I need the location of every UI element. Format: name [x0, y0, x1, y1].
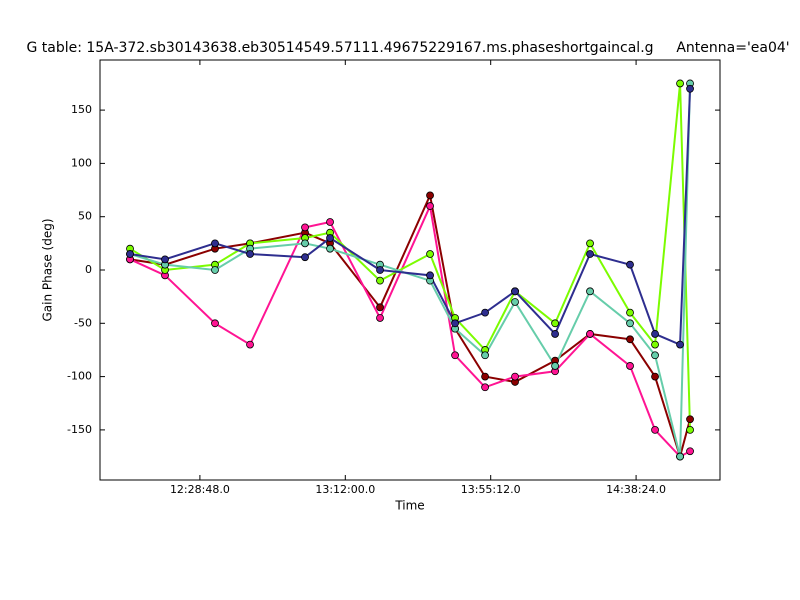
data-point: [376, 303, 384, 312]
data-point: [651, 330, 659, 338]
series-line: [129, 88, 692, 347]
data-point: [651, 372, 659, 381]
data-point: [686, 415, 694, 424]
data-point: [481, 308, 489, 317]
data-point: [481, 383, 489, 392]
data-point: [481, 351, 489, 360]
data-point: [376, 276, 384, 285]
data-point: [651, 340, 659, 349]
data-point: [686, 425, 694, 434]
data-point: [426, 191, 434, 200]
data-point: [676, 340, 684, 349]
data-point: [626, 335, 634, 344]
data-point: [301, 253, 309, 262]
data-point: [626, 308, 634, 317]
series-line: [129, 83, 692, 430]
data-point: [211, 239, 219, 248]
data-point: [586, 330, 594, 338]
x-tick-label: 12:28:48.0: [170, 483, 230, 496]
data-point: [326, 234, 334, 242]
data-point: [246, 250, 254, 258]
data-point: [481, 372, 489, 381]
data-point: [686, 84, 694, 93]
data-point: [376, 314, 384, 322]
data-point: [246, 340, 254, 349]
data-point: [426, 271, 434, 280]
data-point: [626, 362, 634, 370]
y-tick-label: -100: [67, 370, 92, 383]
data-point: [326, 244, 334, 253]
data-point: [511, 287, 519, 296]
data-point: [126, 250, 134, 258]
data-point: [301, 223, 309, 232]
y-tick-label: -150: [67, 423, 92, 436]
data-point: [686, 447, 694, 456]
data-point: [326, 218, 334, 226]
data-point: [551, 362, 559, 370]
data-point: [511, 372, 519, 381]
y-tick-label: 100: [71, 156, 92, 169]
data-point: [301, 239, 309, 248]
y-tick-label: 50: [78, 210, 92, 223]
data-point: [651, 351, 659, 360]
annotation: Antenna='ea04': [676, 40, 789, 56]
y-axis-label: Gain Phase (deg): [41, 218, 55, 321]
data-point: [651, 425, 659, 434]
y-tick-label: 150: [71, 103, 92, 116]
x-axis-label: Time: [394, 499, 424, 513]
data-point: [676, 452, 684, 461]
data-point: [511, 298, 519, 306]
y-tick-label: -50: [74, 316, 92, 329]
data-point: [551, 319, 559, 328]
data-point: [451, 351, 459, 360]
data-point: [211, 266, 219, 274]
data-point: [676, 79, 684, 88]
plot-area: [126, 79, 694, 461]
axes-frame: [99, 59, 721, 481]
y-tick-label: 0: [85, 263, 92, 276]
data-point: [451, 319, 459, 328]
data-point: [626, 319, 634, 328]
x-tick-label: 13:55:12.0: [461, 483, 521, 496]
data-point: [211, 319, 219, 328]
data-point: [161, 255, 169, 264]
data-point: [426, 202, 434, 210]
x-tick-label: 14:38:24.0: [606, 483, 666, 496]
data-point: [376, 266, 384, 274]
data-point: [551, 330, 559, 338]
data-point: [586, 287, 594, 296]
chart-title: G table: 15A-372.sb30143638.eb30514549.5…: [26, 40, 653, 56]
data-point: [426, 250, 434, 258]
x-tick-label: 13:12:00.0: [315, 483, 375, 496]
data-point: [626, 260, 634, 269]
data-point: [586, 250, 594, 258]
data-point: [586, 239, 594, 248]
